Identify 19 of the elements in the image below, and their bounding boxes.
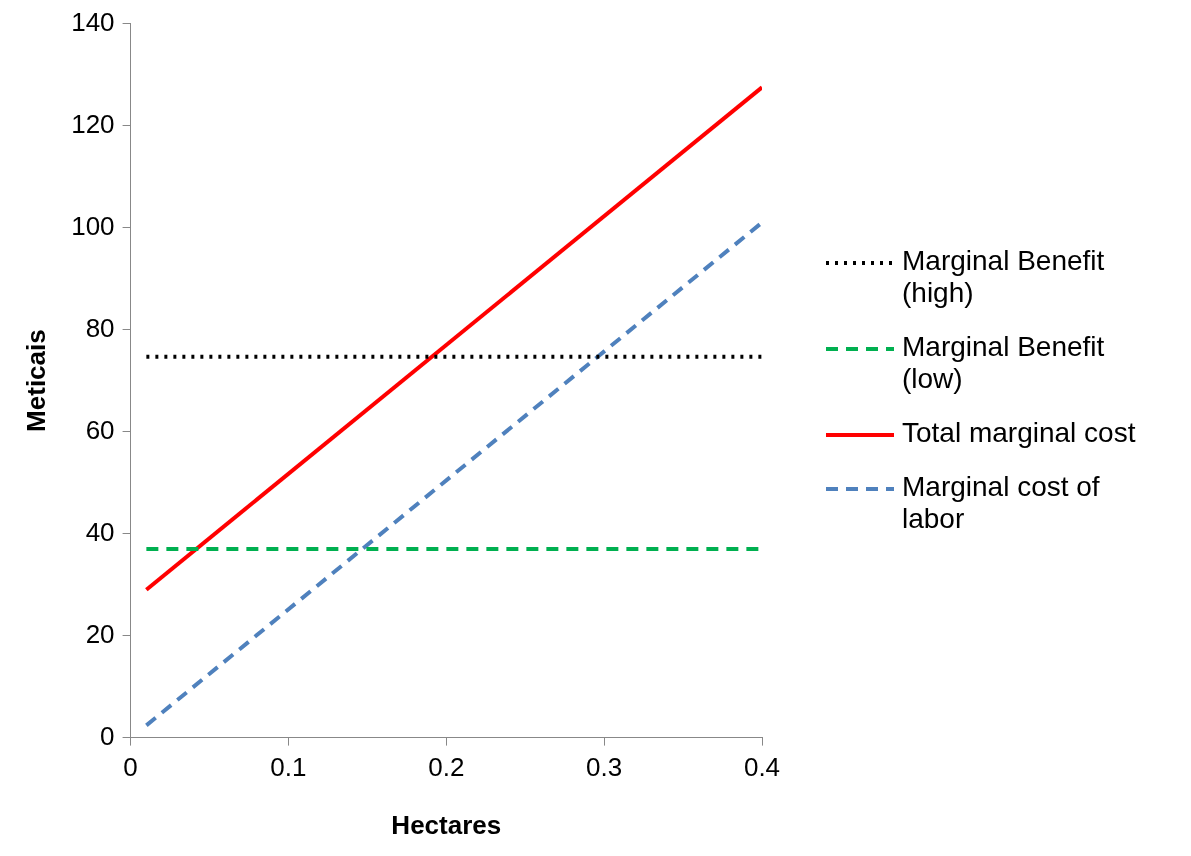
y-tick-label: 100 <box>71 210 115 241</box>
legend-label: Total marginal cost <box>902 417 1136 449</box>
y-tick-label: 0 <box>100 720 115 751</box>
y-tick-label: 80 <box>85 312 115 343</box>
y-axis-title: Meticais <box>20 329 51 432</box>
x-tick-label: 0 <box>123 752 138 783</box>
legend-label: Marginal Benefit (low) <box>902 331 1106 395</box>
x-tick-label: 0.4 <box>743 752 781 783</box>
y-tick-label: 40 <box>85 516 115 547</box>
x-tick-label: 0.2 <box>428 752 465 783</box>
x-tick-label: 0.3 <box>586 752 623 783</box>
x-tick-label: 0.1 <box>270 752 307 783</box>
x-axis-title: Hectares <box>391 809 502 840</box>
y-tick-label: 20 <box>85 618 115 649</box>
y-tick-label: 140 <box>71 6 115 37</box>
legend-label: Marginal cost of labor <box>902 471 1101 535</box>
legend-label: Marginal Benefit (high) <box>902 245 1106 309</box>
y-tick-label: 60 <box>85 414 115 445</box>
y-tick-label: 120 <box>71 108 115 139</box>
